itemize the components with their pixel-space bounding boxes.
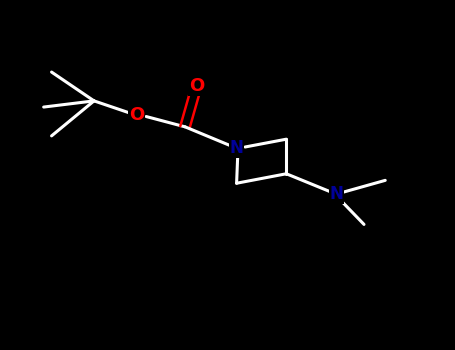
Text: N: N — [230, 139, 243, 157]
Text: N: N — [330, 186, 344, 203]
Text: O: O — [129, 106, 144, 124]
Text: O: O — [189, 77, 204, 95]
